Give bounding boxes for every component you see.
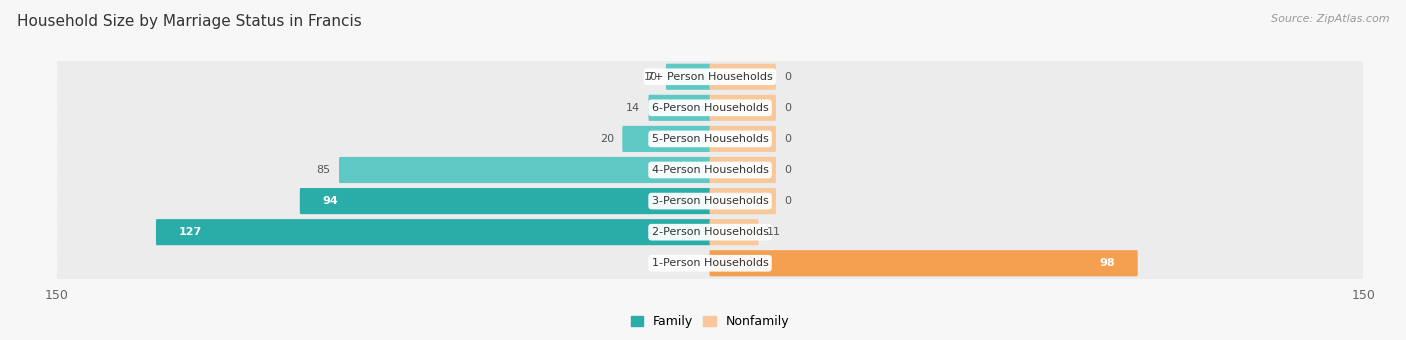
Legend: Family, Nonfamily: Family, Nonfamily	[626, 310, 794, 334]
Text: 0: 0	[785, 134, 792, 144]
Text: 10: 10	[644, 72, 658, 82]
FancyBboxPatch shape	[648, 95, 710, 121]
FancyBboxPatch shape	[710, 188, 776, 214]
FancyBboxPatch shape	[58, 87, 1362, 129]
Text: 11: 11	[766, 227, 780, 237]
Text: 20: 20	[600, 134, 614, 144]
FancyBboxPatch shape	[156, 219, 710, 245]
FancyBboxPatch shape	[710, 157, 776, 183]
Text: 0: 0	[785, 72, 792, 82]
FancyBboxPatch shape	[58, 118, 1362, 160]
FancyBboxPatch shape	[58, 149, 1362, 191]
Text: 14: 14	[626, 103, 640, 113]
Text: 7+ Person Households: 7+ Person Households	[647, 72, 773, 82]
Text: 4-Person Households: 4-Person Households	[651, 165, 769, 175]
Text: 1-Person Households: 1-Person Households	[651, 258, 769, 268]
Text: 6-Person Households: 6-Person Households	[651, 103, 769, 113]
FancyBboxPatch shape	[666, 64, 710, 90]
FancyBboxPatch shape	[710, 219, 758, 245]
FancyBboxPatch shape	[58, 180, 1362, 222]
FancyBboxPatch shape	[710, 95, 776, 121]
FancyBboxPatch shape	[58, 55, 1362, 98]
Text: 5-Person Households: 5-Person Households	[651, 134, 769, 144]
Text: 3-Person Households: 3-Person Households	[651, 196, 769, 206]
Text: 2-Person Households: 2-Person Households	[651, 227, 769, 237]
Text: 94: 94	[322, 196, 337, 206]
FancyBboxPatch shape	[710, 126, 776, 152]
FancyBboxPatch shape	[58, 242, 1362, 285]
FancyBboxPatch shape	[710, 250, 1137, 276]
Text: 127: 127	[179, 227, 201, 237]
FancyBboxPatch shape	[339, 157, 710, 183]
FancyBboxPatch shape	[58, 211, 1362, 253]
FancyBboxPatch shape	[710, 64, 776, 90]
FancyBboxPatch shape	[299, 188, 710, 214]
FancyBboxPatch shape	[623, 126, 710, 152]
Text: 0: 0	[785, 103, 792, 113]
Text: 0: 0	[785, 165, 792, 175]
Text: 98: 98	[1099, 258, 1115, 268]
Text: Household Size by Marriage Status in Francis: Household Size by Marriage Status in Fra…	[17, 14, 361, 29]
Text: 0: 0	[785, 196, 792, 206]
Text: 85: 85	[316, 165, 330, 175]
Text: Source: ZipAtlas.com: Source: ZipAtlas.com	[1271, 14, 1389, 23]
